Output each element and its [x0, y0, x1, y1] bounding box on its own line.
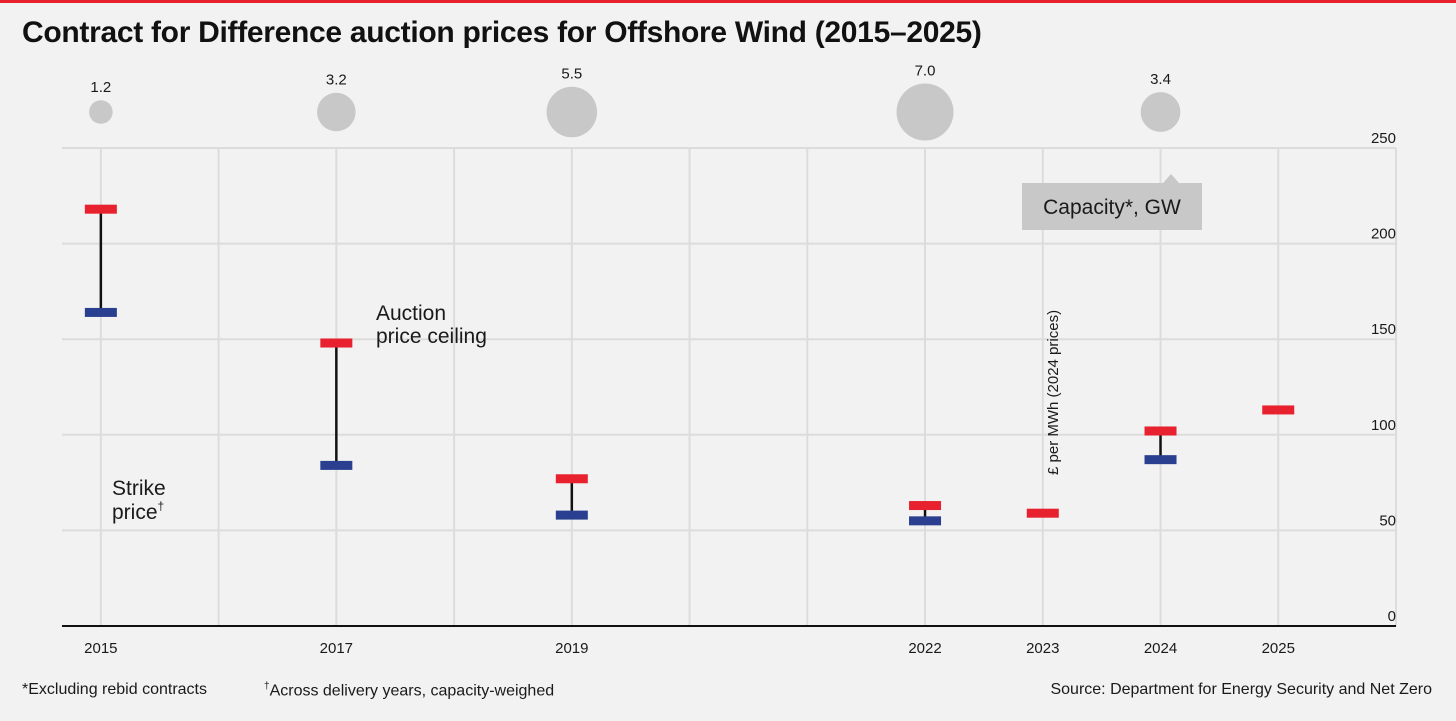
footnote-across: Across delivery years, capacity-weighed [269, 682, 555, 700]
footnote-excluding: *Excluding rebid contracts [22, 681, 207, 698]
x-tick-label: 2015 [84, 640, 117, 657]
x-tick-label: 2025 [1262, 640, 1295, 657]
top-accent-bar [0, 0, 1456, 3]
ceiling-price-mark [1144, 426, 1177, 436]
capacity-label: 3.2 [326, 72, 347, 89]
footnote-dagger-mark: † [264, 681, 270, 692]
capacity-bubble [317, 92, 356, 132]
x-tick-label: 2022 [908, 640, 941, 657]
strike-price-mark [909, 516, 942, 526]
x-tick-label: 2017 [320, 640, 353, 657]
capacity-label: 1.2 [90, 79, 111, 96]
capacity-bubble [546, 86, 598, 138]
ceiling-price-mark [320, 338, 353, 348]
strike-price-mark [84, 307, 117, 317]
capacity-callout-label: Capacity*, GW [1043, 196, 1181, 219]
y-axis-label: £ per MWh (2024 prices) [1045, 310, 1062, 475]
capacity-bubble [896, 83, 954, 141]
ceiling-price-mark [555, 474, 588, 484]
ceiling-annotation-line1: Auction [376, 302, 446, 325]
y-tick-label: 200 [1371, 226, 1396, 243]
x-tick-label: 2024 [1144, 640, 1177, 657]
strike-price-mark [320, 460, 353, 470]
ceiling-price-mark [84, 204, 117, 214]
capacity-label: 5.5 [561, 66, 582, 83]
strike-annotation-line2: price [112, 501, 158, 524]
x-tick-label: 2019 [555, 640, 588, 657]
ceiling-annotation-line2: price ceiling [376, 325, 487, 348]
capacity-bubble [1140, 92, 1181, 132]
y-tick-label: 0 [1388, 608, 1396, 625]
y-tick-label: 100 [1371, 417, 1396, 434]
strike-annotation-line1: Strike [112, 477, 166, 500]
chart-title: Contract for Difference auction prices f… [22, 16, 982, 49]
strike-price-mark [555, 510, 588, 520]
ceiling-price-mark [1262, 405, 1295, 415]
ceiling-price-mark [1026, 508, 1059, 518]
capacity-callout: Capacity*, GW [1022, 174, 1202, 230]
y-tick-label: 250 [1371, 130, 1396, 147]
x-tick-label: 2023 [1026, 640, 1059, 657]
capacity-bubble [89, 100, 113, 124]
y-tick-label: 50 [1379, 512, 1396, 529]
svg-text:price†: price† [112, 499, 164, 524]
capacity-label: 7.0 [915, 63, 936, 80]
strike-price-mark [1144, 455, 1177, 465]
capacity-label: 3.4 [1150, 71, 1171, 88]
ceiling-price-mark [909, 501, 942, 511]
strike-dagger-mark: † [158, 499, 165, 513]
source-note: Source: Department for Energy Security a… [1050, 681, 1432, 698]
y-tick-label: 150 [1371, 321, 1396, 338]
